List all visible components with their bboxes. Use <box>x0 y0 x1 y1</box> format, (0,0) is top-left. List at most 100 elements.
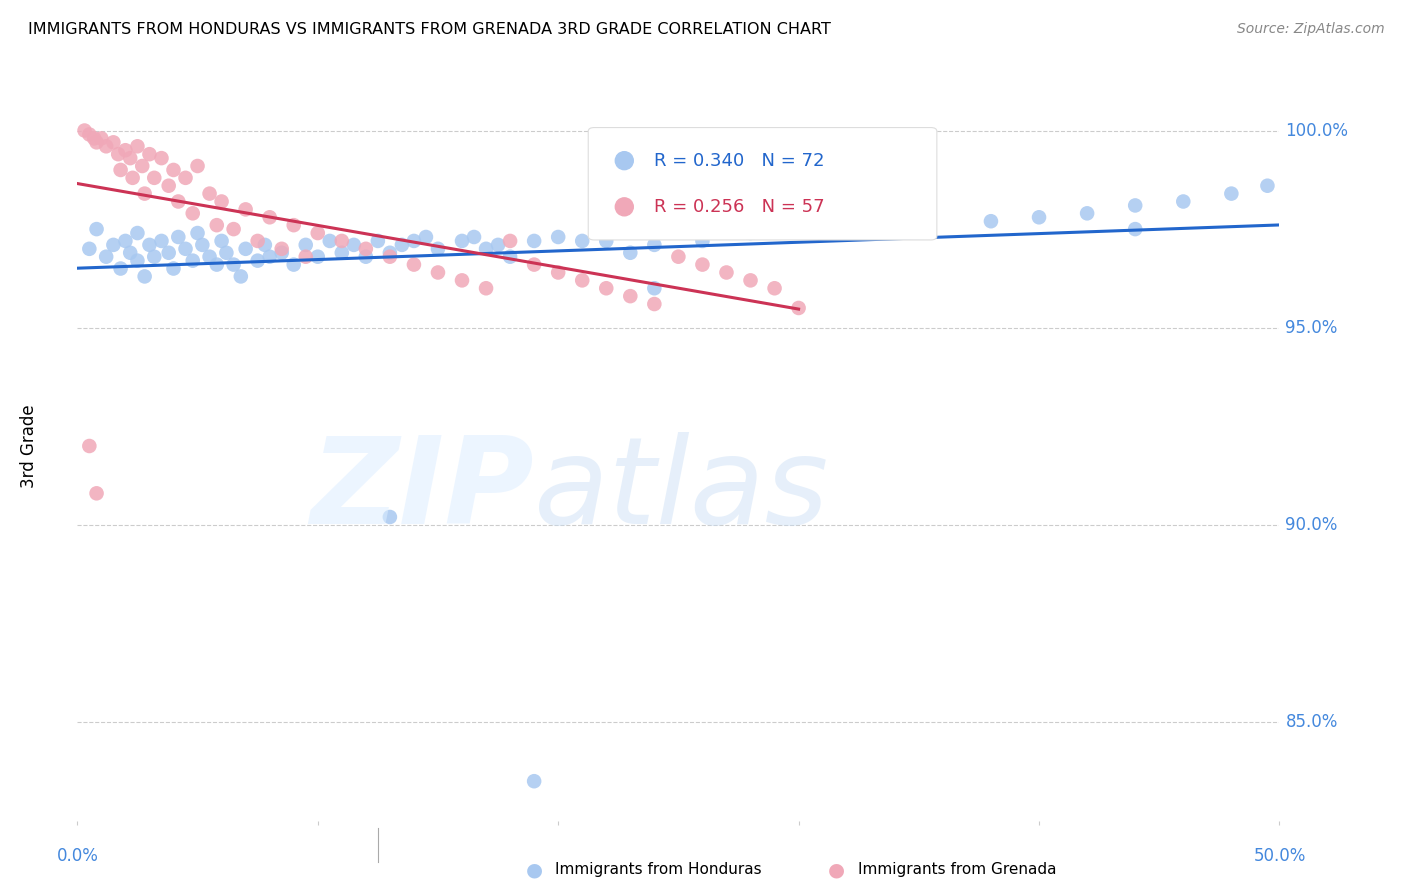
Point <box>343 238 366 252</box>
Point <box>595 281 617 295</box>
Point <box>186 226 209 240</box>
Point <box>835 214 858 228</box>
Point <box>114 143 136 157</box>
Point <box>150 234 173 248</box>
Point <box>354 242 377 256</box>
Point <box>415 230 437 244</box>
Point <box>1173 194 1195 209</box>
Point <box>619 289 641 303</box>
Point <box>499 250 522 264</box>
Point <box>167 230 190 244</box>
Point <box>107 147 129 161</box>
Point <box>523 774 546 789</box>
Point <box>79 439 101 453</box>
Point <box>547 230 569 244</box>
Point <box>235 202 257 217</box>
Text: 50.0%: 50.0% <box>1253 847 1306 865</box>
Point <box>174 170 197 185</box>
Point <box>980 214 1002 228</box>
Point <box>1028 211 1050 225</box>
Point <box>378 510 401 524</box>
Point <box>162 163 184 178</box>
Ellipse shape <box>616 152 633 169</box>
Point <box>571 234 593 248</box>
Point <box>668 250 690 264</box>
Point <box>253 238 276 252</box>
Point <box>131 159 153 173</box>
Point <box>222 222 245 236</box>
FancyBboxPatch shape <box>588 128 936 240</box>
Point <box>86 222 108 236</box>
Point <box>134 186 156 201</box>
Point <box>427 242 450 256</box>
Point <box>391 238 413 252</box>
Point <box>908 222 931 236</box>
Point <box>229 269 252 284</box>
Point <box>127 226 149 240</box>
Point <box>138 147 160 161</box>
Point <box>740 273 762 287</box>
Point <box>120 151 142 165</box>
Point <box>150 151 173 165</box>
Point <box>463 230 485 244</box>
Point <box>181 253 204 268</box>
Text: R = 0.256   N = 57: R = 0.256 N = 57 <box>654 198 825 216</box>
Point <box>1076 206 1098 220</box>
Text: Immigrants from Honduras: Immigrants from Honduras <box>555 863 762 877</box>
Text: 85.0%: 85.0% <box>1285 713 1339 731</box>
Point <box>740 226 762 240</box>
Point <box>134 269 156 284</box>
Point <box>103 238 125 252</box>
Point <box>451 234 474 248</box>
Point <box>619 245 641 260</box>
Point <box>319 234 342 248</box>
Point <box>198 186 221 201</box>
Point <box>235 242 257 256</box>
Point <box>427 265 450 279</box>
Point <box>73 123 96 137</box>
Point <box>1220 186 1243 201</box>
Point <box>211 194 233 209</box>
Point <box>205 258 228 272</box>
Point <box>127 139 149 153</box>
Text: 90.0%: 90.0% <box>1285 516 1339 534</box>
Point <box>643 238 665 252</box>
Ellipse shape <box>616 198 633 216</box>
Point <box>186 159 209 173</box>
Point <box>86 136 108 150</box>
Point <box>83 131 105 145</box>
Point <box>198 250 221 264</box>
Point <box>90 131 112 145</box>
Point <box>1123 198 1146 212</box>
Point <box>716 265 738 279</box>
Point <box>181 206 204 220</box>
Point <box>294 238 316 252</box>
Point <box>367 234 389 248</box>
Point <box>307 226 329 240</box>
Text: ZIP: ZIP <box>311 433 534 549</box>
Point <box>643 281 665 295</box>
Point <box>259 250 281 264</box>
Point <box>246 234 269 248</box>
Point <box>547 265 569 279</box>
Point <box>86 486 108 500</box>
Point <box>643 297 665 311</box>
Point <box>378 250 401 264</box>
Point <box>571 273 593 287</box>
Point <box>294 250 316 264</box>
Text: 95.0%: 95.0% <box>1285 318 1339 336</box>
Text: atlas: atlas <box>534 433 830 549</box>
Point <box>157 178 180 193</box>
Point <box>523 258 546 272</box>
Point <box>283 258 305 272</box>
Point <box>270 242 292 256</box>
Point <box>378 245 401 260</box>
Point <box>787 301 810 315</box>
Point <box>96 250 118 264</box>
Point <box>191 238 214 252</box>
Text: 0.0%: 0.0% <box>56 847 98 865</box>
Point <box>402 258 425 272</box>
Text: ●: ● <box>526 860 543 880</box>
Point <box>307 250 329 264</box>
Point <box>205 218 228 232</box>
